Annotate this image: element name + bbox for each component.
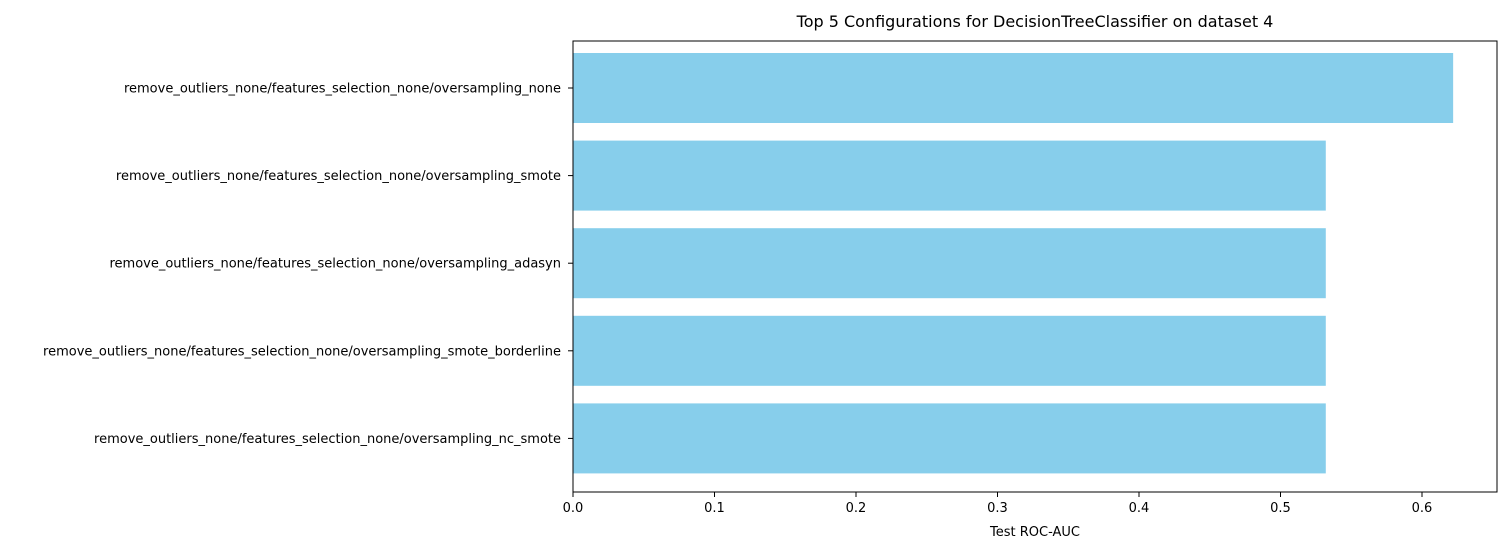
bar-4 <box>573 315 1326 386</box>
y-tick-label: remove_outliers_none/features_selection_… <box>116 169 561 184</box>
y-axis: remove_outliers_none/features_selection_… <box>43 82 573 447</box>
plot-area-border <box>572 40 1498 493</box>
axes-frame <box>572 40 1498 493</box>
bar-5 <box>573 403 1326 474</box>
x-tick-label: 0.0 <box>563 501 584 516</box>
x-tick-label: 0.4 <box>1129 501 1150 516</box>
bars-group <box>573 53 1454 474</box>
y-tick-label: remove_outliers_none/features_selection_… <box>94 432 561 447</box>
y-tick-label: remove_outliers_none/features_selection_… <box>124 82 561 97</box>
bar-2 <box>573 140 1326 211</box>
bar-1 <box>573 53 1454 123</box>
x-tick-label: 0.3 <box>987 501 1008 516</box>
y-tick-label: remove_outliers_none/features_selection_… <box>43 344 561 359</box>
bar-3 <box>573 228 1326 299</box>
x-tick-label: 0.2 <box>846 501 867 516</box>
x-tick-label: 0.1 <box>704 501 725 516</box>
y-tick-label: remove_outliers_none/features_selection_… <box>109 257 561 272</box>
x-tick-label: 0.6 <box>1412 501 1433 516</box>
x-axis-label: Test ROC-AUC <box>989 525 1080 540</box>
x-axis: 0.0 0.1 0.2 0.3 0.4 0.5 0.6 <box>563 492 1433 516</box>
chart-title: Top 5 Configurations for DecisionTreeCla… <box>796 12 1274 31</box>
x-tick-label: 0.5 <box>1270 501 1291 516</box>
